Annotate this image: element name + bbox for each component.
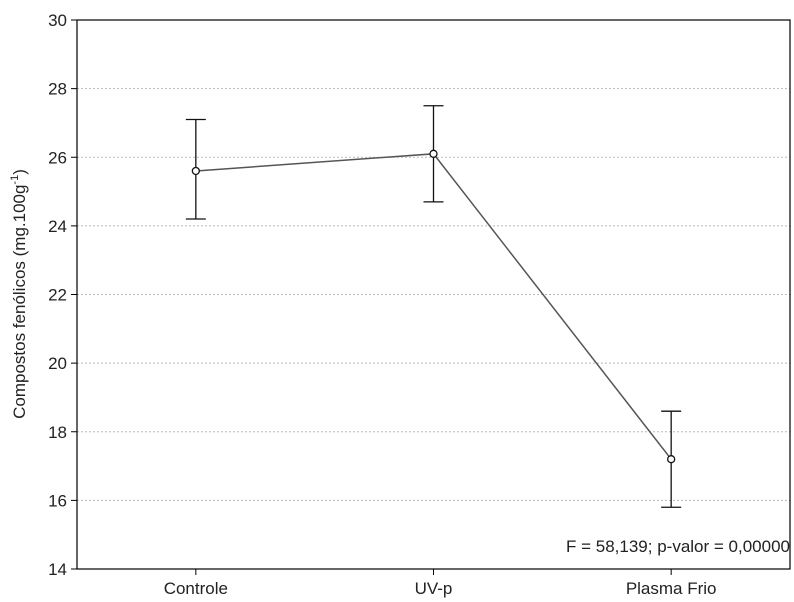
y-tick-label: 30 [48,11,67,30]
y-tick-label: 20 [48,354,67,373]
y-tick-label: 18 [48,423,67,442]
series-line [185,105,682,508]
y-axis-label-main: Compostos fenólicos (mg.100g [10,185,29,419]
y-tick-label: 28 [48,80,67,99]
y-axis-label-suffix: ) [10,169,29,175]
y-tick-label: 24 [48,217,67,236]
y-tick-label: 14 [48,560,67,579]
y-axis-label: Compostos fenólicos (mg.100g-1) [9,169,29,419]
x-tick-label: UV-p [415,579,453,598]
y-tick-label: 16 [48,491,67,510]
y-tick-label: 26 [48,148,67,167]
data-point [191,166,200,176]
y-axis-label-superscript: -1 [9,175,21,185]
data-point [429,149,438,158]
x-tick-label: Plasma Frio [626,579,717,598]
y-axis: 14 16 18 20 22 24 26 28 30 [48,11,77,579]
statistics-annotation: F = 58,139; p-valor = 0,00000 [566,537,790,556]
y-tick-label: 22 [48,286,67,305]
x-axis: Controle UV-p Plasma Frio [164,569,717,598]
x-tick-label: Controle [164,579,228,598]
data-point [667,455,676,464]
